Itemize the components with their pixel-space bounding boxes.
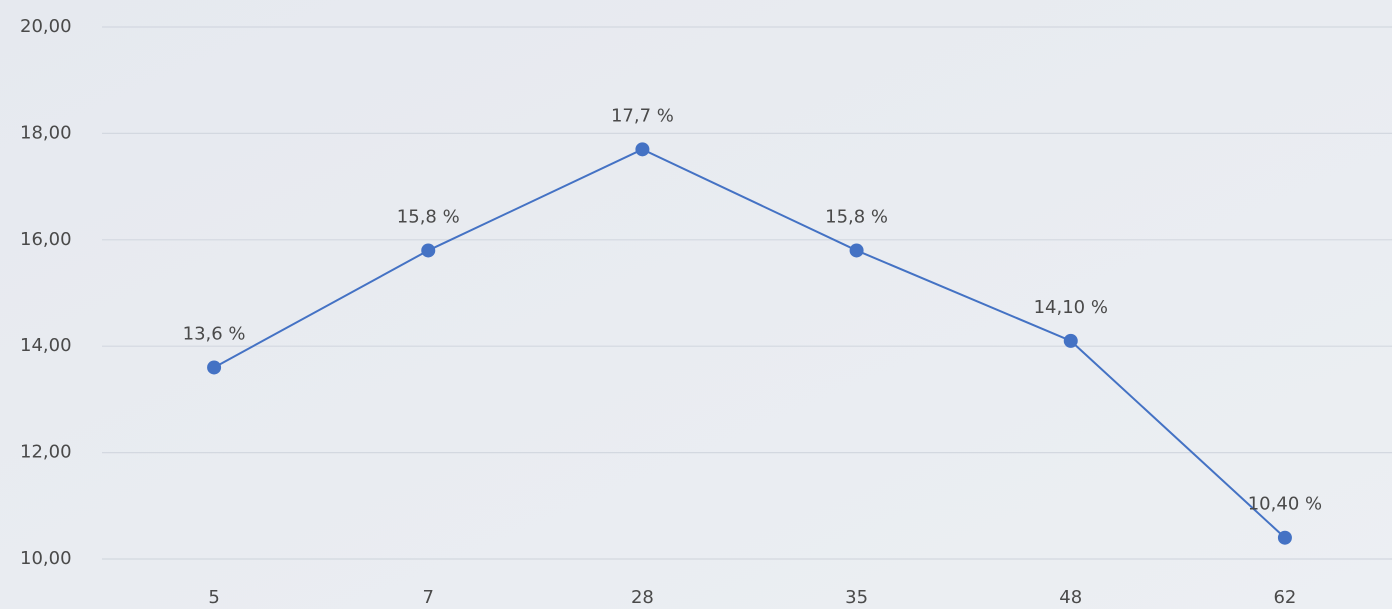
data-label: 15,8 % [397,206,460,227]
point [207,360,222,375]
x-tick-label: 48 [1059,587,1082,608]
x-tick-label: 28 [631,587,654,608]
point [1063,333,1078,348]
y-tick-label: 20,00 [20,16,72,37]
y-tick-label: 18,00 [20,122,72,143]
y-tick-label: 12,00 [20,442,72,463]
point [421,243,436,258]
point [635,142,650,157]
x-tick-label: 7 [423,587,434,608]
point [1277,530,1292,545]
x-tick-label: 62 [1273,587,1296,608]
data-label: 14,10 % [1034,297,1108,318]
point [849,243,864,258]
x-tick-label: 5 [208,587,219,608]
data-label: 15,8 % [825,206,888,227]
y-tick-label: 16,00 [20,229,72,250]
data-label: 10,40 % [1248,494,1322,515]
data-label: 17,7 % [611,105,674,126]
y-tick-label: 10,00 [20,548,72,569]
x-tick-label: 35 [845,587,868,608]
y-tick-label: 14,00 [20,335,72,356]
line [213,148,1286,539]
data-label: 13,6 % [183,323,246,344]
